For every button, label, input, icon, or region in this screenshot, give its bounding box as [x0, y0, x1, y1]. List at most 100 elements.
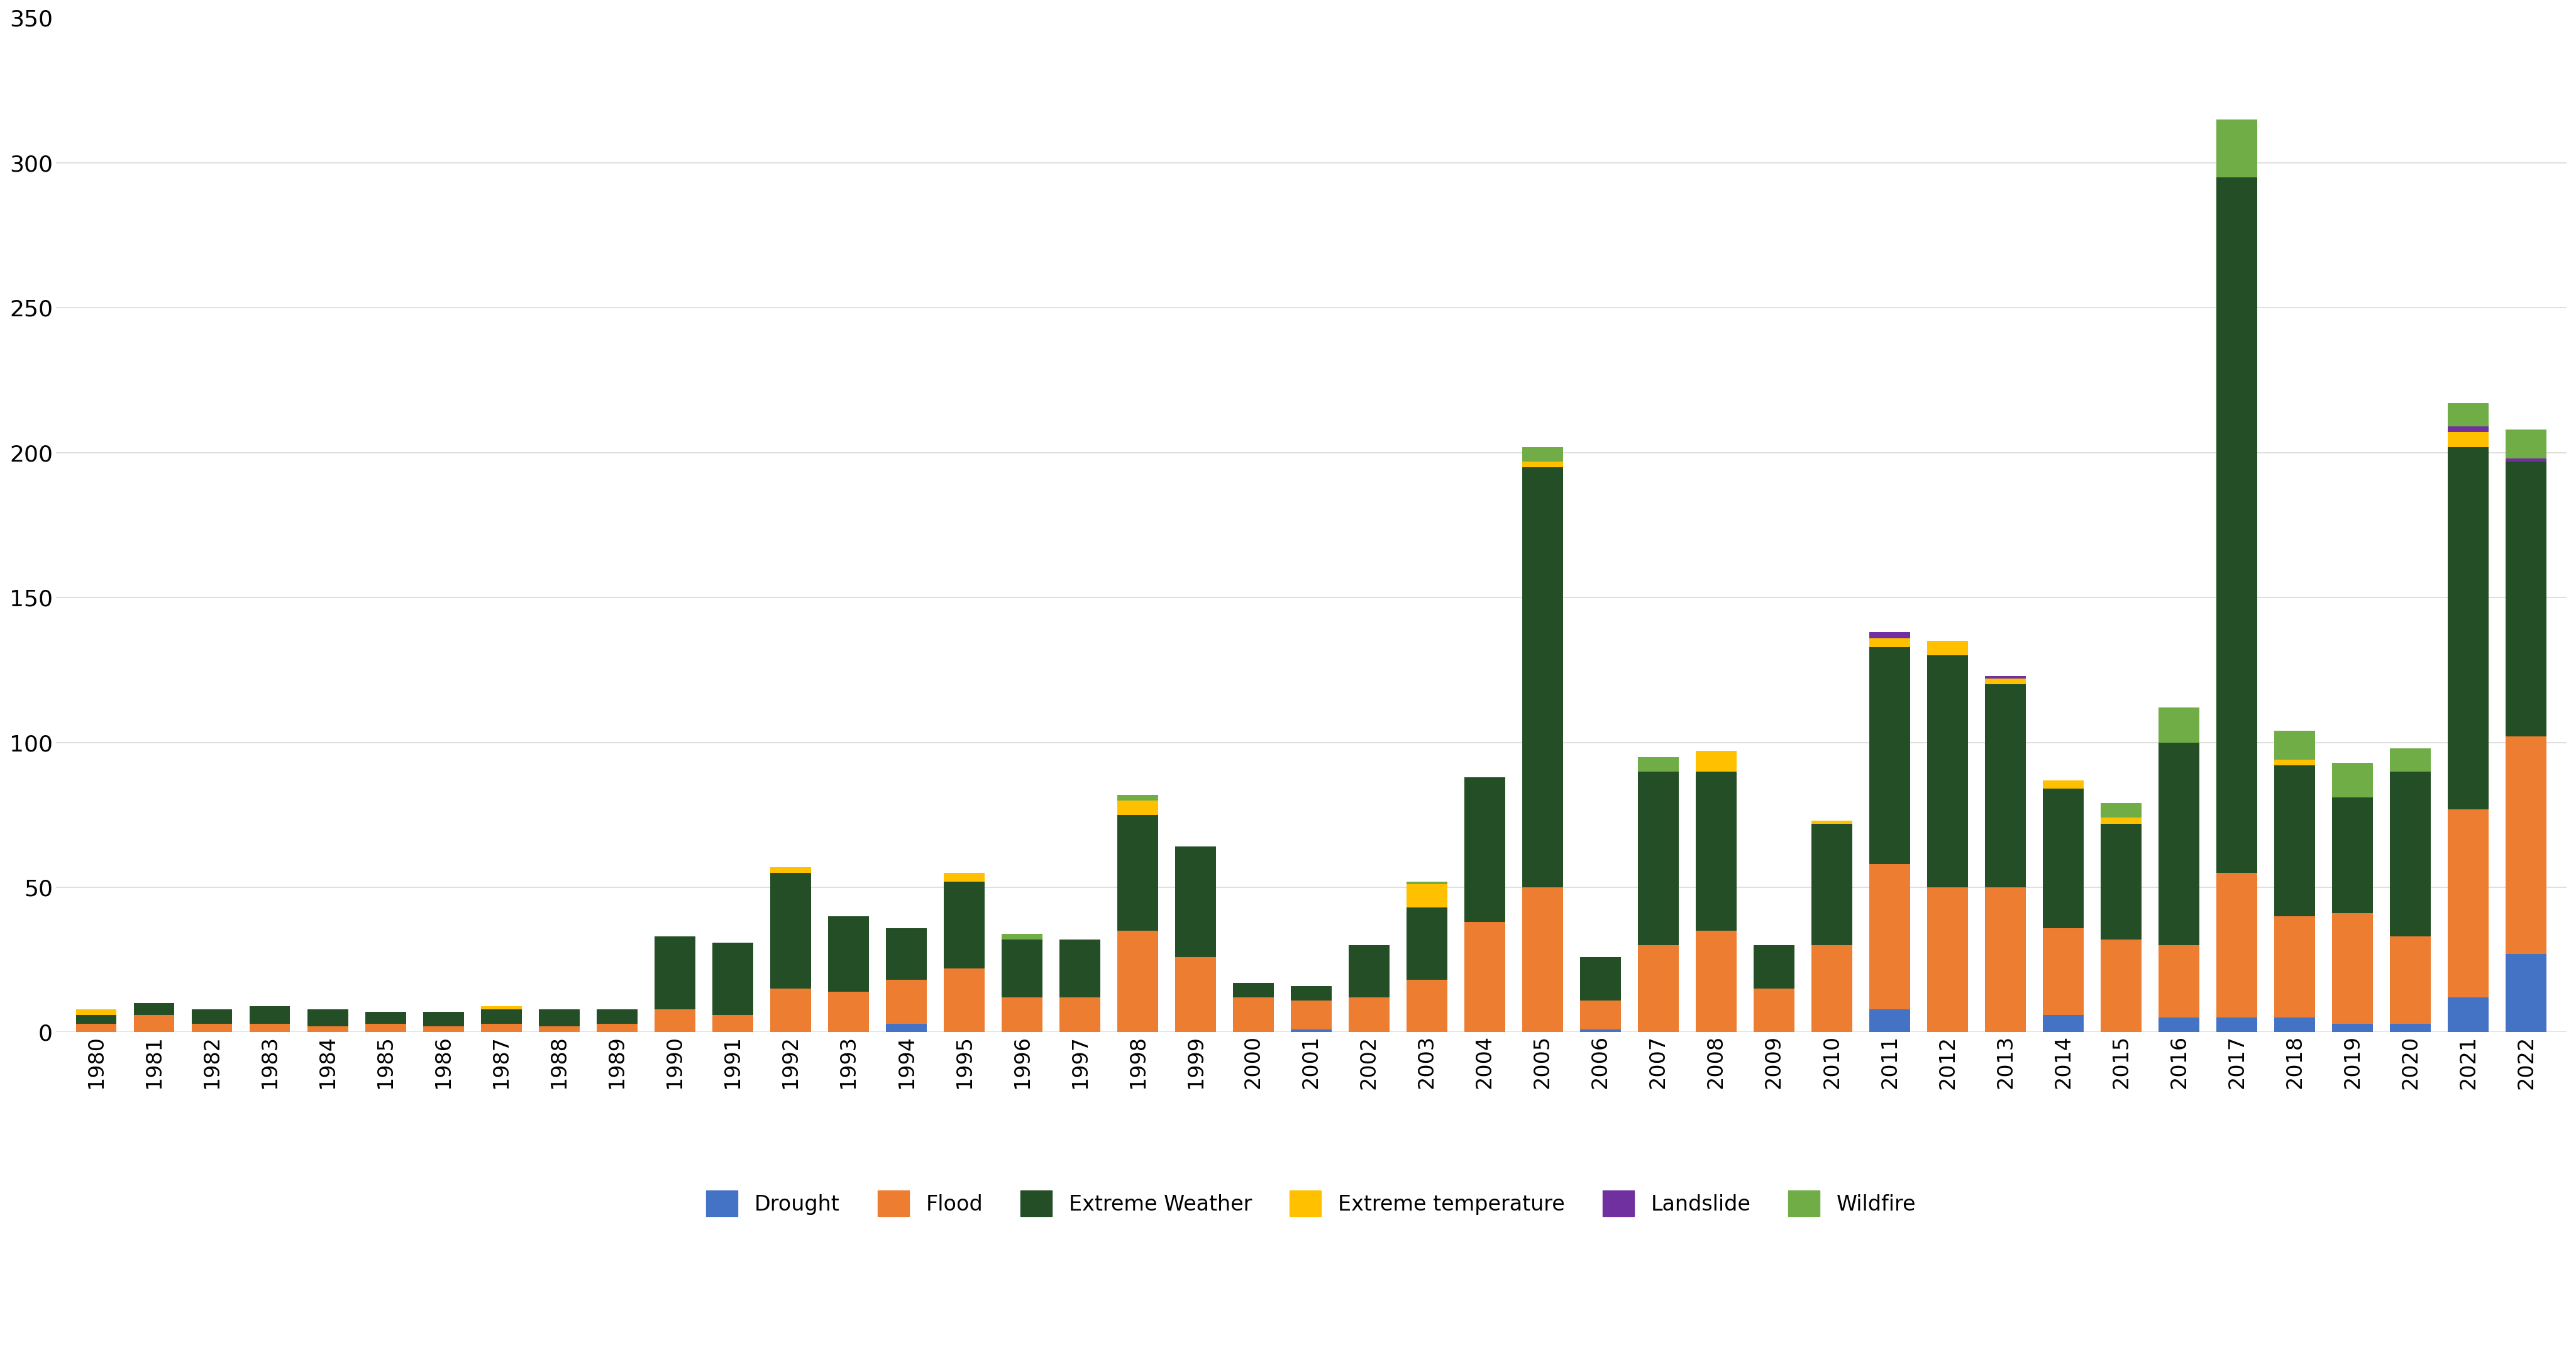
- Bar: [2447, 809, 2488, 997]
- Bar: [943, 881, 984, 968]
- Bar: [538, 1027, 580, 1033]
- Bar: [1002, 997, 1043, 1033]
- Bar: [2102, 940, 2141, 1033]
- Bar: [2159, 945, 2200, 1018]
- Bar: [2043, 780, 2084, 788]
- Bar: [2391, 749, 2432, 772]
- Bar: [1579, 1000, 1620, 1030]
- Bar: [1175, 847, 1216, 958]
- Bar: [307, 1027, 348, 1033]
- Bar: [2447, 447, 2488, 809]
- Legend: Drought, Flood, Extreme Weather, Extreme temperature, Landslide, Wildfire: Drought, Flood, Extreme Weather, Extreme…: [698, 1183, 1924, 1225]
- Bar: [827, 992, 868, 1033]
- Bar: [191, 1023, 232, 1033]
- Bar: [1234, 997, 1273, 1033]
- Bar: [943, 873, 984, 881]
- Bar: [2043, 788, 2084, 928]
- Bar: [1754, 989, 1795, 1033]
- Bar: [1811, 945, 1852, 1033]
- Bar: [1754, 945, 1795, 989]
- Bar: [2215, 120, 2257, 177]
- Bar: [422, 1027, 464, 1033]
- Bar: [1522, 888, 1564, 1033]
- Bar: [1406, 881, 1448, 884]
- Bar: [1002, 940, 1043, 997]
- Bar: [1406, 981, 1448, 1033]
- Bar: [2275, 1018, 2316, 1033]
- Bar: [2391, 1023, 2432, 1033]
- Bar: [77, 1009, 116, 1015]
- Bar: [2391, 772, 2432, 937]
- Bar: [770, 873, 811, 989]
- Bar: [886, 981, 927, 1023]
- Bar: [2506, 737, 2545, 953]
- Bar: [366, 1012, 407, 1023]
- Bar: [2043, 1015, 2084, 1033]
- Bar: [714, 1015, 752, 1033]
- Bar: [1638, 757, 1680, 772]
- Bar: [1695, 752, 1736, 772]
- Bar: [482, 1009, 520, 1023]
- Bar: [827, 917, 868, 992]
- Bar: [1522, 466, 1564, 888]
- Bar: [886, 928, 927, 981]
- Bar: [1811, 821, 1852, 824]
- Bar: [250, 1007, 291, 1023]
- Bar: [134, 1004, 175, 1015]
- Bar: [2391, 937, 2432, 1023]
- Bar: [1811, 824, 1852, 945]
- Bar: [1927, 888, 1968, 1033]
- Bar: [1291, 986, 1332, 1000]
- Bar: [2331, 798, 2372, 914]
- Bar: [2102, 818, 2141, 824]
- Bar: [2215, 1018, 2257, 1033]
- Bar: [366, 1023, 407, 1033]
- Bar: [2159, 708, 2200, 742]
- Bar: [1118, 930, 1159, 1033]
- Bar: [2275, 760, 2316, 765]
- Bar: [1059, 940, 1100, 997]
- Bar: [2447, 427, 2488, 432]
- Bar: [598, 1023, 636, 1033]
- Bar: [1291, 1000, 1332, 1030]
- Bar: [2215, 177, 2257, 873]
- Bar: [1986, 675, 2025, 679]
- Bar: [654, 937, 696, 1009]
- Bar: [1986, 685, 2025, 888]
- Bar: [2506, 953, 2545, 1033]
- Bar: [1638, 772, 1680, 945]
- Bar: [2506, 430, 2545, 458]
- Bar: [77, 1015, 116, 1023]
- Bar: [1695, 772, 1736, 930]
- Bar: [654, 1009, 696, 1033]
- Bar: [77, 1023, 116, 1033]
- Bar: [191, 1009, 232, 1023]
- Bar: [1870, 865, 1909, 1009]
- Bar: [1986, 888, 2025, 1033]
- Bar: [1986, 679, 2025, 685]
- Bar: [1870, 638, 1909, 647]
- Bar: [1927, 641, 1968, 656]
- Bar: [1870, 633, 1909, 638]
- Bar: [2275, 917, 2316, 1018]
- Bar: [714, 943, 752, 1015]
- Bar: [770, 989, 811, 1033]
- Bar: [2447, 997, 2488, 1033]
- Bar: [1522, 461, 1564, 466]
- Bar: [1175, 958, 1216, 1033]
- Bar: [2102, 803, 2141, 818]
- Bar: [1059, 997, 1100, 1033]
- Bar: [1406, 884, 1448, 907]
- Bar: [1870, 1009, 1909, 1033]
- Bar: [422, 1012, 464, 1027]
- Bar: [2159, 742, 2200, 945]
- Bar: [598, 1009, 636, 1023]
- Bar: [1350, 997, 1388, 1033]
- Bar: [134, 1015, 175, 1033]
- Bar: [482, 1023, 520, 1033]
- Bar: [1118, 795, 1159, 801]
- Bar: [2331, 1023, 2372, 1033]
- Bar: [2447, 404, 2488, 427]
- Bar: [1638, 945, 1680, 1033]
- Bar: [1118, 801, 1159, 814]
